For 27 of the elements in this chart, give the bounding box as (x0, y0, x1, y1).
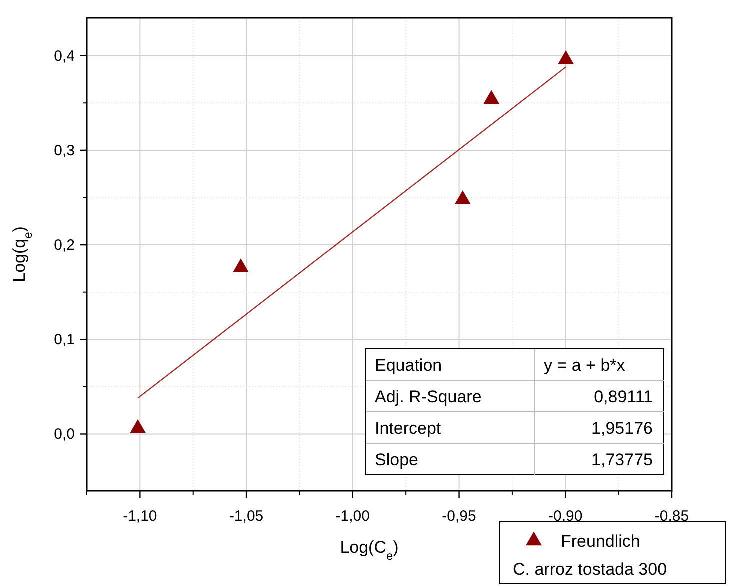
annotation: Equation (375, 356, 442, 375)
annotation: Intercept (375, 419, 442, 438)
y-tick-label: 0,1 (54, 332, 75, 349)
annotation: y = a + b*x (544, 356, 626, 375)
legend-label: Freundlich (561, 532, 640, 551)
x-tick-label: -0,85 (654, 508, 690, 525)
y-tick-label: 0,0 (54, 426, 75, 444)
annotation: Adj. R-Square (375, 388, 482, 406)
x-tick-label: -1,10 (123, 508, 158, 525)
x-tick-label: -1,05 (229, 508, 264, 525)
y-tick-label: 0,3 (54, 142, 75, 160)
annotation: 0,89111 (594, 388, 653, 406)
annotation: 1,73775 (592, 450, 653, 470)
point (484, 90, 500, 104)
point (130, 419, 146, 434)
x-tick-label: -1,00 (336, 508, 370, 525)
x-axis-title: Log(C$_{e}$) (340, 538, 399, 563)
point (233, 258, 249, 272)
x-tick-label: -0,90 (548, 508, 583, 525)
annotation: Slope (375, 450, 418, 470)
x-tick-label: -0,95 (442, 508, 476, 525)
y-tick-label: 0,2 (54, 237, 75, 254)
y-tick-label: 0,4 (54, 48, 75, 65)
text: C. arroz tostada 300 (513, 560, 668, 579)
annotation: 1,95176 (592, 419, 653, 438)
point (558, 50, 574, 64)
point (454, 190, 471, 204)
